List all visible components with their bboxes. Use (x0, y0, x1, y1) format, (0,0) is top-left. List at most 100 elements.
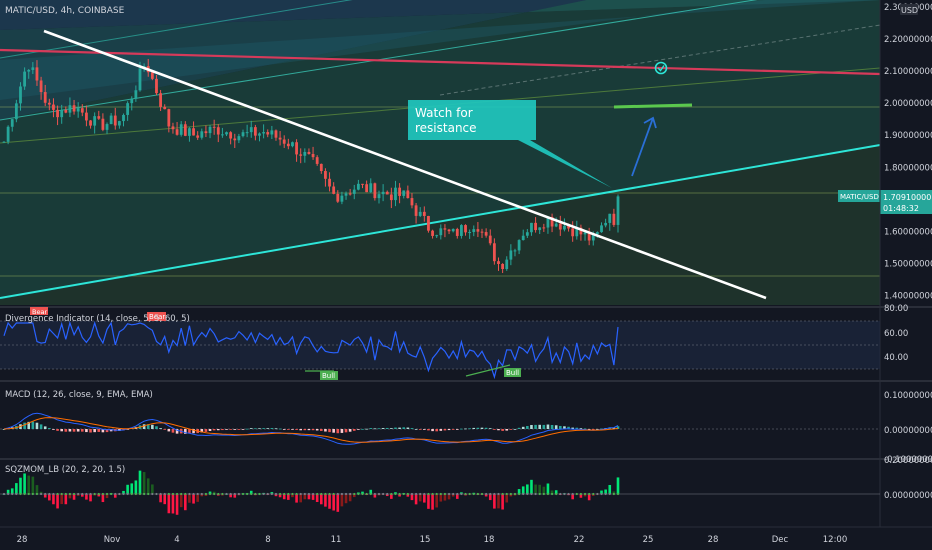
bear-badge-2 (147, 312, 166, 321)
candle-body (97, 116, 101, 119)
sqz-bar (373, 494, 377, 498)
sqz-bar (229, 494, 232, 498)
sqz-dot (126, 492, 129, 496)
candle-body (595, 232, 599, 235)
sqz-dot (575, 492, 578, 496)
macd-bar (591, 429, 595, 430)
up-arrow-head-icon (643, 116, 657, 129)
sqz-dot (188, 492, 191, 496)
macd-bar (348, 429, 352, 432)
candle-body (278, 137, 282, 140)
macd-bar (344, 429, 348, 433)
macd-bar (266, 428, 270, 430)
macd-bar (455, 429, 459, 430)
sqz-dot (579, 492, 583, 496)
sqz-dot (213, 492, 216, 496)
bull-badge-2 (504, 368, 521, 377)
candle-body (385, 191, 389, 195)
candle-body (299, 154, 303, 156)
sqz-bar (295, 494, 298, 503)
sqz-dot (526, 492, 529, 496)
sqz-dot (60, 492, 63, 496)
sqz-title[interactable]: SQZMOM_LB (20, 2, 20, 1.5) (5, 465, 125, 475)
candle-body (130, 98, 134, 104)
sqz-bar (447, 494, 451, 500)
channel-line-upper (0, 0, 353, 59)
sqz-bar (72, 494, 76, 500)
macd-bar (410, 428, 414, 429)
candle-body (361, 183, 364, 185)
sqz-dot (390, 492, 393, 496)
symbol-title[interactable]: MATIC/USD, 4h, COINBASE (5, 6, 125, 16)
sqz-dot (353, 492, 356, 496)
sqz-dot (316, 492, 319, 496)
time-label: Nov (104, 535, 121, 545)
sqz-dot (180, 492, 183, 496)
sqz-bar (159, 494, 162, 503)
candle-body (76, 108, 80, 112)
candle-body (72, 105, 76, 112)
macd-bar (291, 429, 294, 430)
sqz-dot (419, 492, 422, 496)
sqz-pane: SQZMOM_LB (20, 2, 20, 1.5) 0.20000000 0.… (0, 456, 932, 515)
sqz-bar (311, 494, 315, 500)
sqz-dot (287, 492, 290, 496)
candle-body (402, 190, 406, 196)
macd-bar (600, 428, 603, 430)
sqz-bar (542, 486, 546, 494)
sqz-dot (398, 492, 401, 496)
sqz-dot (200, 492, 203, 496)
macd-bar (163, 429, 167, 430)
candle-body (80, 108, 84, 113)
candle-body (550, 217, 554, 227)
sqz-bar (142, 472, 146, 494)
sqz-bar (484, 494, 488, 497)
sqz-dot (324, 492, 327, 496)
sqz-dot (513, 492, 517, 496)
macd-bar (2, 429, 6, 430)
price-tick: 2.10000000 (884, 67, 932, 77)
divergence-title[interactable]: Divergence Indicator (14, close, 5, 5, 6… (5, 314, 190, 324)
macd-bar (188, 429, 191, 434)
candle-body (377, 194, 381, 199)
candle-body (225, 132, 228, 135)
macd-bar (513, 428, 517, 430)
currency-box[interactable] (900, 4, 918, 15)
candle-body (558, 223, 562, 230)
macd-bar (534, 424, 537, 429)
macd-bar (538, 424, 542, 429)
macd-bar (476, 427, 480, 429)
candle-body (571, 228, 575, 237)
candle-body (447, 229, 451, 232)
macd-bar (31, 421, 35, 429)
sqz-dot (596, 492, 599, 496)
macd-bar (324, 429, 327, 432)
sqz-dot (377, 492, 381, 496)
macd-bar (126, 429, 129, 430)
sqz-bar (493, 494, 496, 509)
candle-body (35, 67, 39, 81)
macd-title[interactable]: MACD (12, 26, close, 9, EMA, EMA) (5, 390, 153, 400)
macd-bar (414, 428, 418, 430)
candle-body (43, 92, 47, 103)
macd-bar (295, 429, 298, 430)
candle-body (530, 222, 533, 233)
candle-body (39, 80, 43, 93)
macd-bar (249, 428, 253, 429)
macd-bar (521, 426, 525, 429)
candle-body (258, 133, 261, 136)
candle-body (150, 72, 154, 79)
macd-bar (315, 429, 319, 431)
sqz-bar (130, 483, 134, 494)
currency-label: USD (901, 6, 918, 15)
candle-body (307, 151, 311, 154)
sqz-bar (336, 494, 340, 512)
sqz-bar (320, 494, 323, 505)
sqz-bar (497, 494, 500, 509)
macd-bar (216, 429, 220, 431)
sqz-bar (608, 484, 612, 494)
candle-body (616, 196, 620, 225)
sqz-dot (35, 492, 39, 496)
candle-body (233, 138, 237, 141)
